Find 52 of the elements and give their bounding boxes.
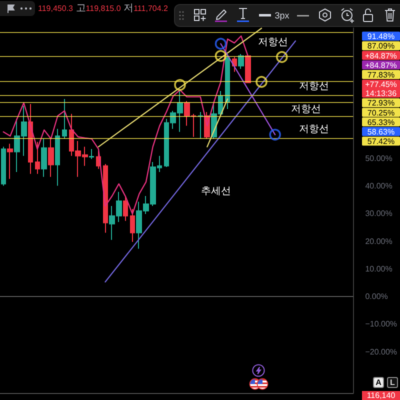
y-tick-label: 40.00%: [365, 182, 392, 191]
text: +84.87%: [365, 51, 397, 60]
text: 14:13:36: [365, 89, 398, 98]
candlestick: [35, 141, 40, 174]
candlestick: [41, 138, 47, 178]
text: 119,450.3 고119,815.0 저111,704.2: [38, 3, 168, 14]
annotation: 추세선: [201, 186, 231, 198]
legend-label: 70.25%: [367, 108, 395, 118]
point: [214, 38, 227, 50]
y-tick-label: 20.00%: [365, 236, 392, 246]
point: [256, 76, 268, 88]
text: 3px: [274, 10, 290, 22]
toggle-button: L: [387, 377, 398, 388]
y-tick-label: 0.00%: [365, 292, 388, 302]
candlestick: [198, 111, 203, 140]
candlestick: [123, 195, 128, 222]
candlestick: [55, 128, 60, 186]
point: [214, 50, 227, 62]
text: +77.45%: [365, 80, 397, 90]
annotation: 저항선: [299, 81, 329, 93]
annotation: 저항선: [291, 104, 321, 116]
ref-line-label: 57.42%: [367, 137, 395, 146]
price-tag: 116,140: [362, 391, 400, 400]
text: +84.87%: [365, 60, 397, 70]
ref-line-label: 87.09%: [367, 42, 395, 51]
point: [269, 128, 281, 141]
toggle-button: A: [373, 377, 384, 388]
candlestick: [89, 148, 94, 160]
y-tick-label: 10.00%: [365, 264, 392, 274]
candlestick: [48, 138, 54, 178]
annotation: 저항선: [258, 37, 288, 49]
text: 58.63%: [367, 128, 395, 137]
y-tick-label: −20.00%: [365, 347, 398, 356]
candlestick: [130, 208, 135, 242]
line-series: [2, 35, 249, 215]
point: [276, 51, 288, 63]
ref-line-label: 65.33%: [367, 118, 395, 127]
y-tick-label: 30.00%: [365, 209, 392, 218]
candlestick: [62, 98, 67, 140]
candlestick: [225, 53, 230, 110]
candlestick: [103, 163, 108, 234]
candlestick: [7, 143, 13, 180]
point: [174, 79, 186, 91]
y-tick-label: −10.00%: [365, 320, 398, 329]
candlestick: [238, 53, 244, 70]
ref-line-label: 72.93%: [367, 98, 395, 108]
candlestick: [28, 103, 33, 174]
text: 91.48%: [367, 32, 395, 42]
candlestick: [1, 146, 6, 186]
y-tick-label: 50.00%: [365, 154, 392, 163]
annotation: 저항선: [299, 124, 329, 136]
ref-line-label: 77.83%: [367, 70, 395, 80]
